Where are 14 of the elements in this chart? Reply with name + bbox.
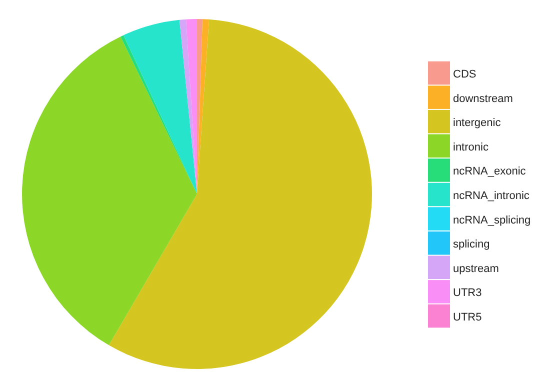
- pie-slice: [22, 36, 197, 346]
- legend-label: UTR3: [453, 287, 482, 300]
- legend-label: ncRNA_exonic: [453, 166, 526, 178]
- legend-label: downstream: [453, 92, 513, 105]
- legend-label: intergenic: [453, 117, 502, 130]
- legend-label: ncRNA_splicing: [453, 214, 531, 226]
- legend-label: upstream: [453, 262, 499, 275]
- pie-slice: [108, 19, 372, 369]
- pie-slice: [179, 19, 197, 194]
- legend-label: ncRNA_intronic: [453, 190, 530, 202]
- legend-label: splicing: [453, 238, 490, 251]
- legend-label: UTR5: [453, 312, 482, 324]
- legend-label: CDS: [453, 68, 476, 80]
- legend-label: intronic: [453, 141, 489, 154]
